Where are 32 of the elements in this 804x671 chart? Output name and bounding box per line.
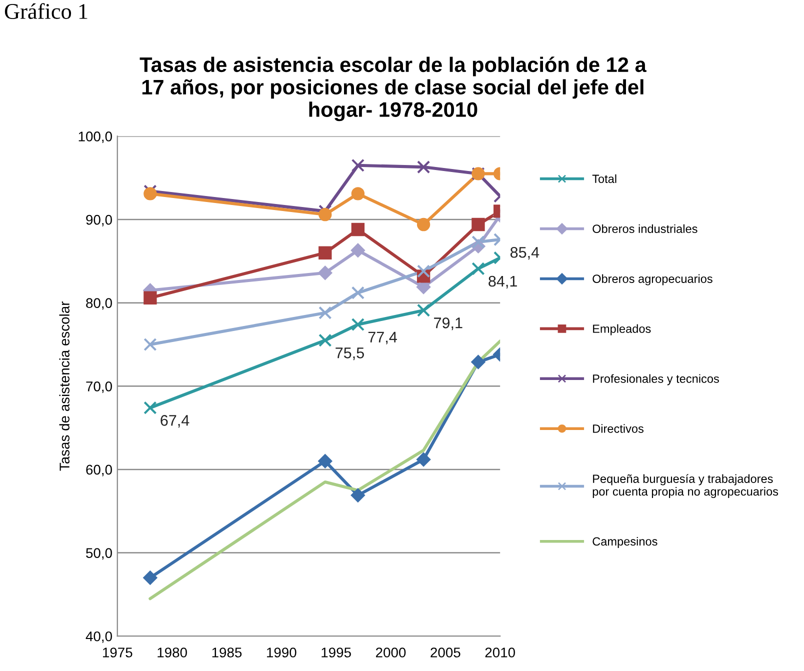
y-tick-label: 60,0 <box>86 464 112 476</box>
x-tick-label: 1995 <box>322 648 351 658</box>
x-tick-label: 1975 <box>102 648 132 658</box>
data-label: 79,1 <box>434 318 462 330</box>
data-label: 84,1 <box>488 276 517 288</box>
y-tick-label: 40,0 <box>86 631 112 643</box>
legend-label: Total <box>592 174 616 184</box>
chart-title: Tasas de asistencia escolar de la población de 12 a 17 años, por posiciones de clase social del jefe del hogar- 1978-2010 <box>140 56 646 122</box>
data-label: 85,4 <box>510 246 540 260</box>
x-tick-label: 2005 <box>430 648 460 658</box>
data-label: 67,4 <box>160 414 190 428</box>
legend-label: Profesionales y tecnicos <box>593 374 719 386</box>
legend-label: Directivos <box>593 424 644 433</box>
legend-label: Empleados <box>593 324 651 336</box>
y-tick-label: 80,0 <box>86 298 112 310</box>
data-label: 75,5 <box>336 348 364 360</box>
legend-label: Pequeña burguesía y trabajadores por cuenta propia no agropecuarios <box>592 474 778 498</box>
y-tick-label: 50,0 <box>86 548 112 560</box>
y-tick-label: 90,0 <box>86 214 112 226</box>
x-tick-label: 1985 <box>212 648 242 658</box>
legend-label: Campesinos <box>592 536 658 548</box>
x-tick-label: 2000 <box>376 648 406 658</box>
y-tick-label: 100,0 <box>78 132 112 144</box>
legend-label: Obreros industriales <box>592 224 698 233</box>
y-tick-label: 70,0 <box>86 381 112 393</box>
text: Gráfico 1 <box>4 3 88 19</box>
data-label: 77,4 <box>368 332 397 344</box>
x-tick-label: 1980 <box>158 648 187 658</box>
x-tick-label: 1990 <box>267 648 296 658</box>
legend-label: Obreros agropecuarios <box>592 274 712 286</box>
y-axis-title: Tasas de asistencia escolar <box>59 301 70 471</box>
x-tick-label: 2010 <box>485 648 515 658</box>
